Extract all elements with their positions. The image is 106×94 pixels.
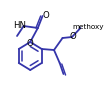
- Text: O: O: [70, 32, 76, 41]
- Text: O: O: [42, 11, 49, 19]
- Text: methoxy: methoxy: [72, 24, 104, 30]
- Text: HN: HN: [13, 20, 26, 30]
- Text: O: O: [27, 39, 34, 48]
